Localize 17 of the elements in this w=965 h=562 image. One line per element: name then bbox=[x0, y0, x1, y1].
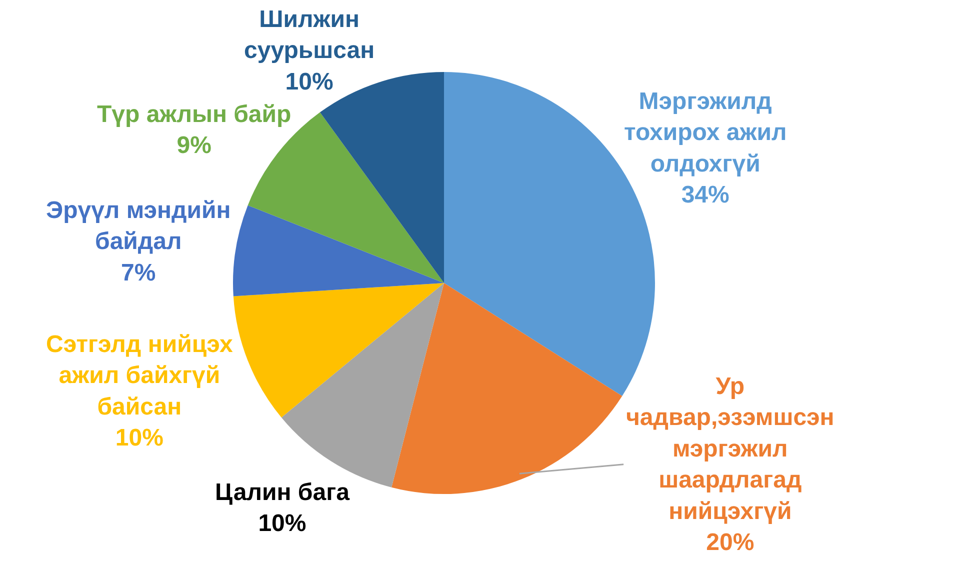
slice-label: Мэргэжилд тохирох ажил олдохгүй bbox=[624, 88, 787, 178]
data-label: 10% bbox=[258, 510, 306, 538]
slice-label: Цалин бага bbox=[215, 479, 350, 506]
slice-label: Ур чадвар,эзэмшсэн мэргэжил шаардлагад нийцэхгүй bbox=[626, 373, 834, 525]
data-label: 34% bbox=[681, 182, 730, 209]
slice-label: Түр ажлын байр bbox=[97, 101, 292, 128]
data-label: 7% bbox=[121, 259, 156, 286]
data-label: 20% bbox=[706, 529, 754, 556]
data-label: 10% bbox=[285, 68, 334, 96]
data-label: 9% bbox=[176, 132, 212, 160]
pie-slice bbox=[233, 205, 444, 296]
pie-slice bbox=[392, 283, 622, 494]
slice-label: Сэтгэлд нийцэх ажил байхгүй байсан bbox=[46, 331, 234, 420]
data-label: 10% bbox=[115, 424, 164, 452]
pie-slice bbox=[233, 283, 444, 418]
slice-label: Шилжин суурьшсан bbox=[244, 6, 375, 64]
slice-label: Эрүүл мэндийн байдал bbox=[46, 197, 231, 256]
